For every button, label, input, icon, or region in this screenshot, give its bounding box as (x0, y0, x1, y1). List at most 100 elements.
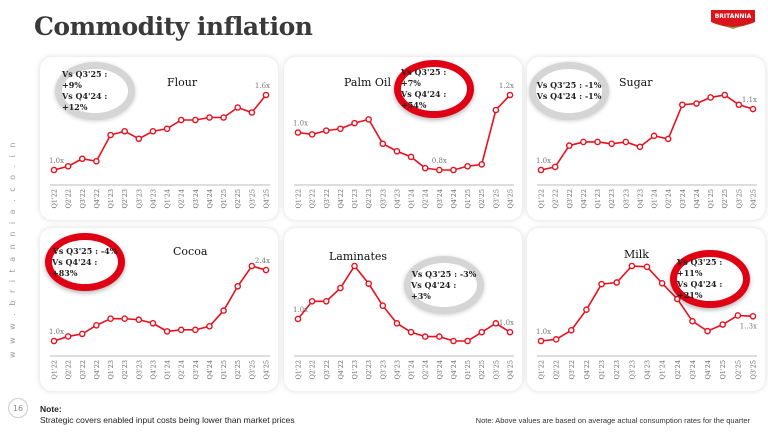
data-point (337, 125, 344, 133)
data-point (351, 119, 358, 127)
x-tick-label: Q4'22 (93, 189, 101, 209)
x-tick-label: Q2'22 (309, 360, 317, 380)
chart-title: Cocoa (173, 245, 208, 258)
line-chart: Q1'22 Q2'22 Q3'22 Q4'22 Q1'23 Q2'23 Q3'23 Q4'23… (49, 257, 271, 380)
x-tick-label: Q1'22 (295, 360, 303, 380)
data-point (707, 94, 714, 101)
data-point (365, 116, 372, 123)
data-point (643, 263, 651, 271)
x-tick-label: Q1'25 (464, 189, 472, 209)
data-point (567, 326, 575, 334)
data-point (93, 321, 100, 329)
x-tick-label: Q3'22 (568, 360, 576, 380)
data-point (421, 164, 429, 172)
footer-right-note: Note: Above values are based on average … (475, 416, 750, 425)
x-tick-label: Q4'23 (636, 189, 644, 209)
x-tick-label: Q3'23 (135, 360, 143, 380)
x-tick-label: Q2'24 (178, 360, 186, 380)
data-point (628, 262, 636, 270)
x-tick-label: Q2'25 (478, 360, 486, 380)
x-tick-label: Q3'22 (79, 360, 87, 380)
line-chart: Q1'22 Q2'22 Q3'22 Q4'22 Q1'23 Q2'23 Q3'23 Q4'23… (49, 82, 271, 209)
data-label: 1.0x (49, 328, 64, 336)
x-tick-label: Q4'23 (149, 189, 157, 209)
page-number: 16 (8, 398, 28, 418)
data-point (492, 320, 500, 327)
x-tick-label: Q3'25 (735, 189, 743, 209)
x-tick-label: Q4'25 (507, 360, 515, 380)
bubble-text: Vs Q4'24 : +3% (411, 279, 457, 301)
data-point (492, 106, 500, 114)
data-point (537, 166, 545, 174)
data-point (206, 114, 213, 121)
x-tick-label: Q3'25 (492, 189, 500, 209)
data-point (163, 328, 171, 335)
x-tick-label: Q4'24 (206, 189, 214, 209)
x-tick-label: Q2'25 (478, 189, 486, 209)
data-label: 1.0x (536, 157, 551, 165)
chart-panel-milk: Q1'22 Q2'22 Q3'22 Q4'22 Q1'23 Q2'23 Q3'23 Q4'23… (527, 228, 765, 391)
x-tick-label: Q2'25 (734, 360, 742, 380)
data-point (121, 315, 128, 323)
x-tick-label: Q2'23 (613, 360, 621, 380)
x-tick-label: Q4'22 (580, 189, 588, 209)
data-point (594, 138, 601, 146)
website-text: w w w . b r i t a n n i a . c o . i n (8, 140, 17, 359)
bubble-text: Vs Q4'24 : +21% (677, 279, 723, 300)
line-chart: Q1'22 Q2'22 Q3'22 Q4'22 Q1'23 Q2'23 Q3'23 Q4'23… (536, 91, 758, 209)
data-point (749, 105, 757, 113)
data-label: 1.6x (255, 82, 270, 90)
x-tick-label: Q3'23 (628, 360, 636, 380)
x-tick-label: Q4'24 (206, 360, 214, 380)
data-point (693, 100, 700, 107)
x-tick-label: Q1'23 (594, 189, 602, 209)
data-point (598, 280, 605, 288)
data-label: 1..3x (740, 322, 757, 330)
x-tick-label: Q2'22 (553, 360, 561, 380)
x-tick-label: Q4'22 (583, 360, 591, 380)
x-tick-label: Q2'23 (121, 189, 129, 209)
chart-title: Sugar (619, 76, 653, 89)
note-label: Note: (40, 404, 62, 414)
data-point (613, 279, 621, 286)
x-tick-label: Q2'23 (365, 360, 373, 380)
x-tick-label: Q3'22 (566, 189, 574, 209)
change-bubble: Vs Q3'25 : +7% Vs Q4'24 : +54% (394, 60, 474, 118)
bubble-text: Vs Q3'25 : -4% (52, 245, 118, 256)
x-tick-label: Q4'22 (337, 189, 345, 209)
data-point (436, 166, 443, 174)
data-point (107, 315, 114, 323)
x-tick-label: Q2'25 (234, 360, 242, 380)
x-tick-label: Q4'24 (450, 189, 458, 209)
data-point (379, 140, 387, 148)
data-point (551, 163, 559, 171)
x-tick-label: Q4'24 (693, 189, 701, 209)
x-tick-label: Q1'23 (598, 360, 606, 380)
x-tick-label: Q2'22 (65, 189, 73, 209)
data-point (464, 162, 471, 170)
data-point (177, 326, 185, 334)
data-point (337, 284, 344, 292)
data-point (506, 328, 514, 336)
bubble-text: Vs Q3'25 : -1% (536, 80, 602, 90)
x-tick-label: Q2'24 (422, 189, 430, 209)
x-tick-label: Q4'24 (704, 360, 712, 380)
bubble-text: Vs Q4'24 : +12% (62, 91, 108, 112)
bubble-text: Vs Q3'25 : +9% (62, 69, 108, 90)
data-point (248, 262, 256, 270)
data-point (622, 138, 630, 146)
series-line (53, 265, 267, 342)
x-tick-label: Q3'25 (248, 360, 256, 380)
data-point (308, 131, 316, 138)
x-tick-label: Q3'23 (379, 360, 387, 380)
x-tick-label: Q1'24 (164, 360, 172, 380)
data-point (506, 91, 514, 99)
x-tick-label: Q1'24 (659, 360, 667, 380)
page-title: Commodity inflation (34, 12, 313, 41)
data-point (50, 166, 58, 174)
data-point (407, 153, 415, 161)
bubble-text: Vs Q4'24 : +54% (401, 89, 447, 110)
data-point (658, 280, 666, 287)
x-tick-label: Q1'24 (164, 189, 172, 209)
data-point (636, 143, 644, 151)
